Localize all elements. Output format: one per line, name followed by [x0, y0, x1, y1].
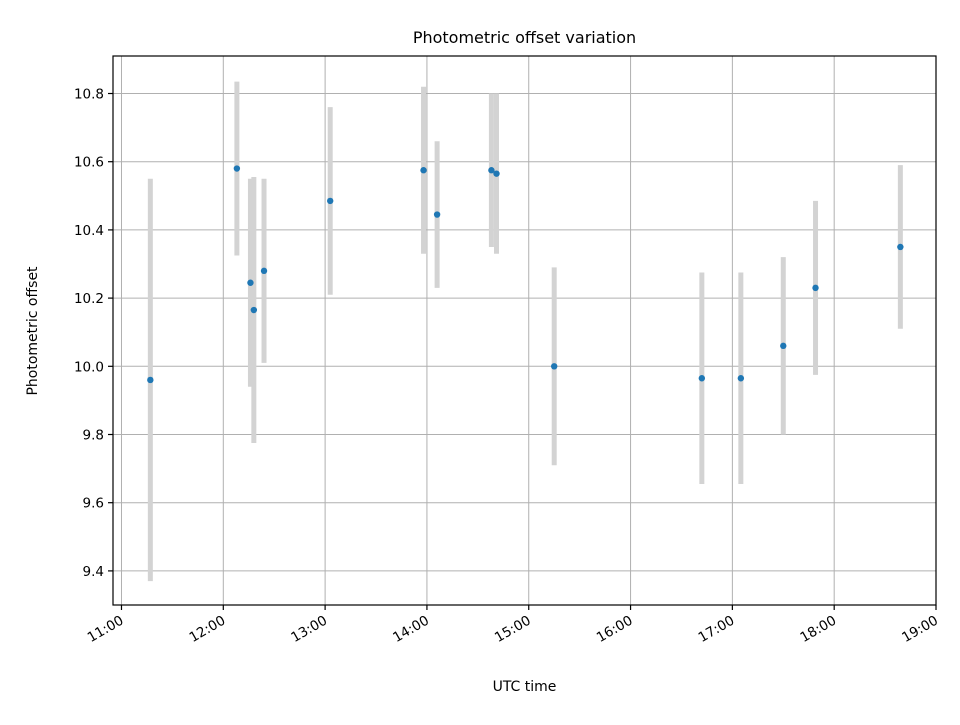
x-tick-label: 12:00 — [187, 613, 229, 646]
x-tick-label: 18:00 — [797, 613, 839, 646]
y-axis-label: Photometric offset — [25, 266, 41, 396]
chart-title: Photometric offset variation — [413, 28, 636, 47]
y-tick-label: 10.2 — [74, 291, 104, 307]
x-tick-label: 14:00 — [390, 613, 432, 646]
errorbar-layer — [147, 81, 903, 582]
data-point — [250, 306, 258, 314]
data-point — [550, 363, 558, 370]
point-layer — [147, 165, 904, 384]
grid-layer — [113, 56, 937, 605]
x-tick-label: 16:00 — [594, 613, 636, 646]
x-tick-label: 13:00 — [288, 613, 330, 646]
data-point — [493, 170, 500, 177]
data-point — [433, 211, 441, 218]
data-point — [420, 167, 427, 174]
data-point — [327, 197, 334, 205]
x-axis-label: UTC time — [493, 679, 557, 695]
data-point — [247, 279, 254, 286]
plot-frame — [112, 55, 937, 606]
y-tick-label: 9.6 — [83, 496, 104, 512]
data-point — [488, 167, 495, 174]
data-point — [260, 267, 268, 275]
x-tick-layer: 11:00 12:00 13:00 14:00 15:00 16:00 17:00 18:00… — [85, 605, 941, 646]
y-tick-label: 10.8 — [74, 87, 104, 103]
data-point — [737, 375, 745, 382]
y-tick-label: 10.0 — [74, 359, 104, 375]
y-tick-label: 10.6 — [74, 155, 104, 171]
data-point — [147, 376, 154, 384]
y-tick-label: 9.4 — [83, 564, 104, 580]
x-tick-label: 11:00 — [85, 613, 127, 646]
x-tick-label: 17:00 — [696, 613, 738, 646]
x-tick-label: 15:00 — [492, 613, 534, 646]
data-point — [698, 375, 706, 382]
data-point — [233, 165, 241, 172]
data-point — [812, 284, 819, 292]
data-point — [780, 342, 787, 350]
y-tick-layer: 9.4 9.6 9.8 10.0 10.2 10.4 10.6 10.8 — [74, 87, 113, 580]
y-tick-label: 9.8 — [83, 428, 104, 444]
y-tick-label: 10.4 — [74, 223, 104, 239]
x-tick-label: 19:00 — [899, 613, 941, 646]
data-point — [897, 243, 904, 251]
